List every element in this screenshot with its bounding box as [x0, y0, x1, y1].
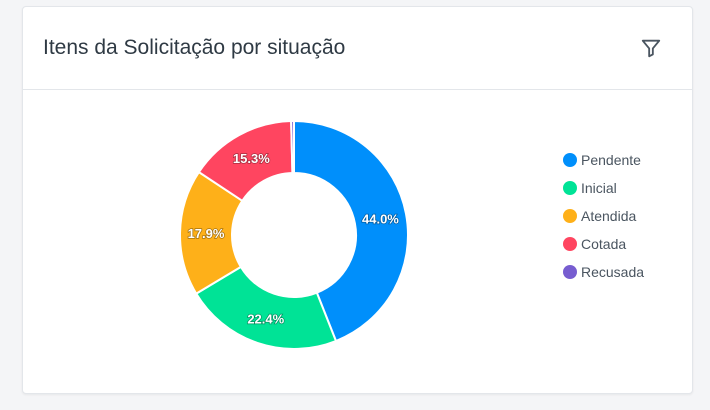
legend-marker [563, 181, 577, 195]
legend-marker [563, 265, 577, 279]
legend-label: Inicial [581, 180, 617, 196]
legend-label: Recusada [581, 264, 645, 280]
legend-item[interactable]: Inicial [563, 174, 644, 202]
legend-label: Atendida [581, 208, 637, 224]
data-label: 22.4% [247, 311, 284, 326]
data-label: 17.9% [188, 226, 225, 241]
legend-item[interactable]: Atendida [563, 202, 644, 230]
legend-marker [563, 153, 577, 167]
data-label: 44.0% [362, 212, 399, 227]
legend-label: Pendente [581, 152, 641, 168]
legend-item[interactable]: Recusada [563, 258, 644, 286]
filter-icon[interactable] [640, 37, 662, 59]
slice-inicial[interactable] [194, 265, 338, 350]
slice-pendente[interactable] [293, 119, 409, 343]
legend-label: Cotada [581, 236, 627, 252]
chart-card: Itens da Solicitação por situação 44.0% 2… [22, 6, 693, 394]
card-title: Itens da Solicitação por situação [43, 36, 346, 59]
slice-recusada[interactable] [290, 119, 295, 175]
legend-marker [563, 237, 577, 251]
legend: Pendente Inicial Atendida Cotada Recusada [563, 146, 644, 286]
card-header: Itens da Solicitação por situação [23, 7, 692, 90]
donut-chart: 44.0% 22.4% 17.9% 15.3% [179, 119, 409, 350]
legend-item[interactable]: Pendente [563, 146, 644, 174]
legend-marker [563, 209, 577, 223]
legend-item[interactable]: Cotada [563, 230, 644, 258]
data-label: 15.3% [233, 151, 270, 166]
